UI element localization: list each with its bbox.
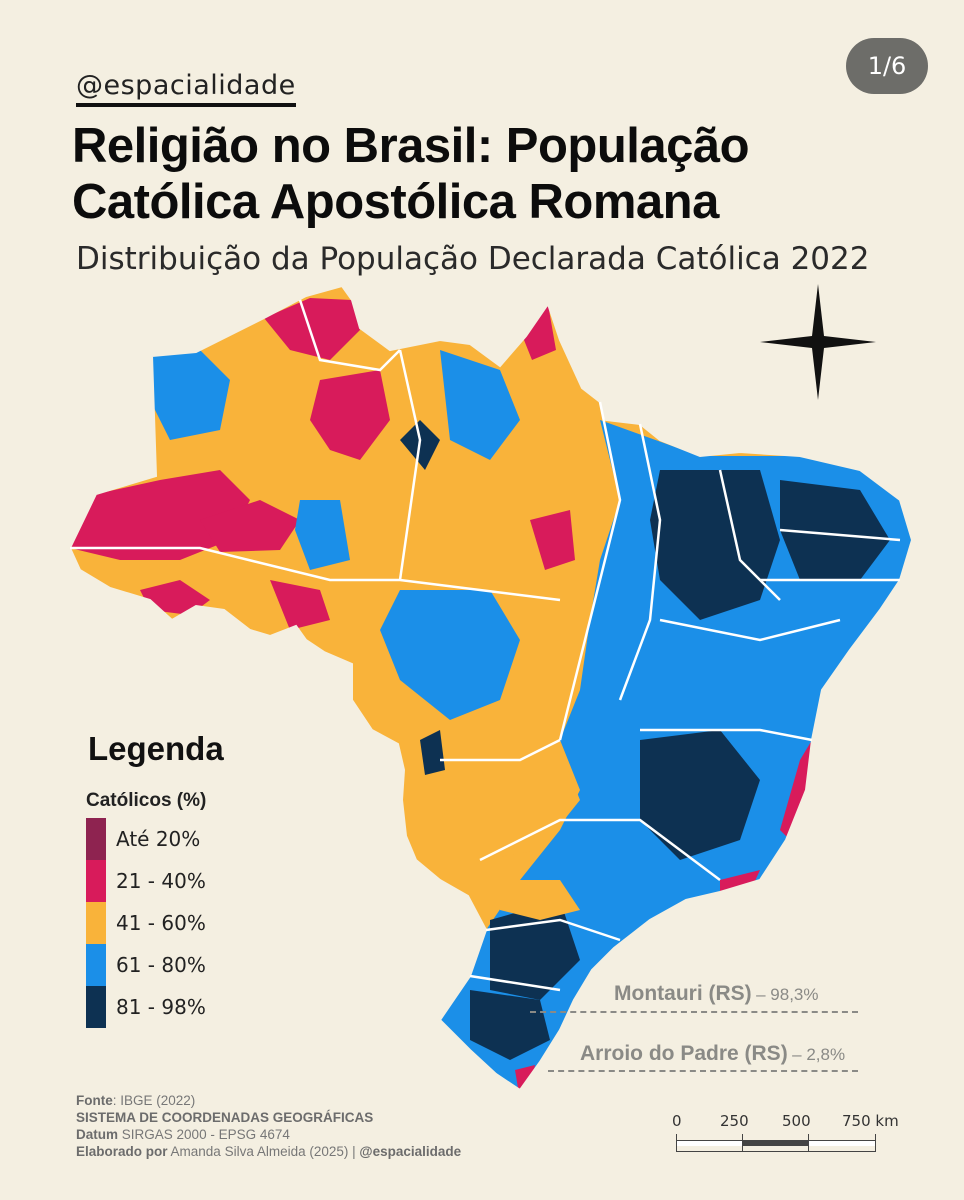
legend-label: 21 - 40% xyxy=(116,869,206,893)
scale-tick xyxy=(875,1134,876,1152)
legend-title: Legenda xyxy=(88,730,224,767)
legend-item: Até 20% xyxy=(86,818,306,860)
legend-swatch xyxy=(86,944,106,986)
border-sc-rs xyxy=(469,974,561,992)
callout-name: Montauri (RS) xyxy=(614,982,752,1005)
border-ba-mg xyxy=(640,728,813,742)
region-blue-am-north xyxy=(150,350,230,440)
border-am-south xyxy=(70,546,561,602)
scale-tick xyxy=(742,1134,743,1152)
legend-item: 81 - 98% xyxy=(86,986,306,1028)
region-magenta-am2 xyxy=(310,370,390,460)
state-borders xyxy=(70,299,901,992)
credit-datum: Datum SIRGAS 2000 - EPSG 4674 xyxy=(76,1127,290,1142)
border-ma-pi xyxy=(618,423,662,701)
author-handle: @espacialidade xyxy=(76,70,296,107)
legend-swatch xyxy=(86,818,106,860)
callout-leader-line xyxy=(548,1070,858,1072)
north-arrow-icon xyxy=(760,284,876,400)
region-dark-ms xyxy=(420,730,445,775)
legend-label: 81 - 98% xyxy=(116,995,206,1019)
region-magenta-rr xyxy=(264,298,360,360)
region-dark-rs xyxy=(470,990,550,1060)
legend-label: 61 - 80% xyxy=(116,953,206,977)
region-blue-mt xyxy=(380,590,520,720)
page-title: Religião no Brasil: População Católica A… xyxy=(72,119,750,229)
legend: Até 20% 21 - 40% 41 - 60% 61 - 80% 81 - … xyxy=(86,818,306,1028)
border-pi-ba xyxy=(659,618,841,642)
callout-value: – 98,3% xyxy=(756,985,819,1004)
legend-swatch xyxy=(86,860,106,902)
scale-tick xyxy=(676,1134,677,1152)
region-dark-rn-pb xyxy=(780,480,890,580)
scale-tick xyxy=(808,1134,809,1152)
region-magenta-nw xyxy=(70,470,250,560)
legend-subtitle: Católicos (%) xyxy=(86,790,207,811)
region-blue-pa-north xyxy=(440,350,520,460)
border-am-pa xyxy=(398,349,422,581)
region-magenta-ap xyxy=(520,304,556,360)
border-ce xyxy=(718,469,781,601)
region-yellow-pr xyxy=(500,880,580,920)
region-yellow-go xyxy=(440,750,580,860)
map-credits: Fonte: IBGE (2022) SISTEMA DE COORDENADA… xyxy=(76,1092,461,1160)
region-magenta-am1 xyxy=(200,500,300,552)
legend-item: 41 - 60% xyxy=(86,902,306,944)
credit-coordinate-system: SISTEMA DE COORDENADAS GEOGRÁFICAS xyxy=(76,1110,374,1125)
callout-leader-line xyxy=(530,1011,858,1013)
region-magenta-es xyxy=(780,740,812,840)
legend-swatch xyxy=(86,902,106,944)
credit-source: Fonte: IBGE (2022) xyxy=(76,1093,196,1108)
scale-bar-graphic xyxy=(676,1140,876,1152)
region-blue-am3 xyxy=(295,500,350,570)
border-pr-sc xyxy=(485,918,621,942)
border-mt-go xyxy=(440,738,561,762)
scale-tick-label: 750 km xyxy=(842,1112,899,1130)
legend-item: 61 - 80% xyxy=(86,944,306,986)
country-outline xyxy=(68,284,914,1092)
border-pa-to xyxy=(558,401,622,741)
region-magenta-ro xyxy=(270,580,330,630)
border-rr xyxy=(298,299,401,372)
legend-label: Até 20% xyxy=(116,827,201,851)
legend-item: 21 - 40% xyxy=(86,860,306,902)
region-dark-sc xyxy=(490,900,580,1000)
credit-author: Elaborado por Amanda Silva Almeida (2025… xyxy=(76,1144,462,1159)
callout-name: Arroio do Padre (RS) xyxy=(580,1042,788,1065)
legend-label: 41 - 60% xyxy=(116,911,206,935)
scale-tick-label: 500 xyxy=(782,1112,811,1130)
callout-value: – 2,8% xyxy=(792,1045,846,1064)
region-dark-ce-pi xyxy=(650,470,780,620)
callout-arroio-do-padre: Arroio do Padre (RS) – 2,8% xyxy=(580,1042,845,1066)
callout-montauri: Montauri (RS) – 98,3% xyxy=(614,982,819,1006)
region-magenta-pa xyxy=(530,510,575,570)
scale-tick-label: 250 xyxy=(720,1112,749,1130)
border-sp-mg xyxy=(479,818,721,881)
page-subtitle: Distribuição da População Declarada Cató… xyxy=(76,241,870,277)
scale-tick-label: 0 xyxy=(672,1112,682,1130)
border-rn-pb xyxy=(779,528,901,542)
page-indicator-badge: 1/6 xyxy=(846,38,928,94)
region-dark-mg xyxy=(640,730,760,860)
legend-swatch xyxy=(86,986,106,1028)
